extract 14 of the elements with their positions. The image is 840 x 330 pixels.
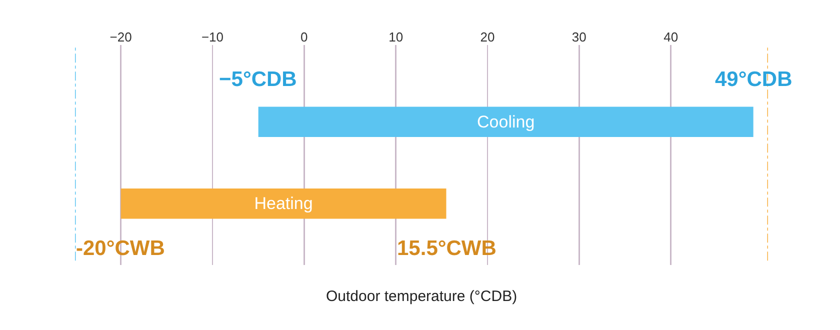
y-tick-label: Heating: [254, 194, 313, 214]
y-tick-label: Cooling: [477, 112, 535, 132]
x-tick-label: 20: [480, 29, 495, 44]
x-tick-label: 10: [388, 29, 404, 44]
x-axis-title: Outdoor temperature (°CDB): [326, 288, 518, 305]
x-tick-label: −20: [110, 29, 132, 44]
x-tick-label: 30: [572, 29, 586, 44]
x-tick-label: 0: [300, 29, 308, 44]
x-tick-label: 40: [664, 29, 678, 44]
annotation: 15.5°CWB: [397, 237, 496, 260]
annotation: −5°CDB: [219, 68, 297, 91]
annotation: -20°CWB: [76, 237, 165, 260]
annotation: 49°CDB: [715, 68, 792, 91]
x-tick-label: −10: [201, 29, 224, 44]
